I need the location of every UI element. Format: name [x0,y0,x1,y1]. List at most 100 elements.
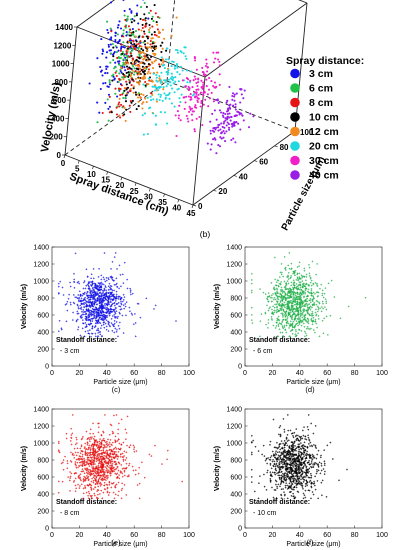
point-3d [148,46,151,49]
point-3d [202,103,205,106]
point-3d [150,92,153,95]
point-3d [159,81,162,84]
point-3d [242,97,245,100]
point-3d [242,119,245,122]
point-3d [118,57,121,60]
point-3d [128,104,131,107]
point-3d [148,28,151,31]
point-3d [212,51,215,54]
point-3d [116,26,119,29]
point-3d [233,124,236,127]
point-3d [125,88,128,91]
point-3d [178,73,181,76]
x-axis-label: Particle size (μm) [286,379,340,386]
point-3d [96,57,99,60]
point-3d [192,110,195,113]
point-3d [122,78,125,81]
point-3d [211,112,214,115]
legend-entry: 8 cm [309,97,333,109]
point-3d [110,111,113,114]
point-3d [149,106,152,109]
x-tick-label-3d: 5 [75,165,80,174]
point-3d [99,65,102,69]
point-3d [119,64,122,67]
z-tick-label-3d: 20 [218,187,227,196]
y-tick-label-3d: 0 [57,151,62,160]
cube-edge [204,2,308,78]
point-3d [132,62,135,65]
point-3d [129,52,132,55]
point-3d [187,120,190,123]
point-3d [149,95,152,98]
point-3d [176,51,179,54]
x-tick-label-3d: 30 [144,192,153,201]
point-3d [142,0,145,1]
point-3d [124,94,127,97]
point-3d [125,83,128,86]
point-3d [125,60,128,63]
y-tick-label: 1400 [33,245,49,252]
point-3d [218,64,221,67]
point-3d [126,55,129,58]
point-3d [114,71,117,74]
x-tick-label: 80 [158,532,166,539]
legend-entry: 20 cm [309,141,339,153]
point-3d [158,74,161,78]
y-tick-label: 800 [37,458,49,465]
point-3d [118,105,121,108]
point-3d [205,78,208,81]
point-3d [146,132,149,136]
point-3d [114,61,117,64]
point-3d [111,79,114,82]
x-tick-label-3d: 25 [130,187,139,196]
point-3d [153,31,156,34]
point-3d [131,27,134,31]
point-3d [88,82,91,85]
point-3d [218,60,221,63]
point-3d [120,103,123,106]
point-3d [163,63,166,67]
point-3d [170,65,173,68]
point-3d [240,93,243,96]
point-3d [106,65,109,68]
point-3d [213,130,216,133]
point-3d [137,28,140,31]
point-3d [226,112,229,116]
point-3d [151,62,154,65]
point-3d [215,118,218,121]
point-3d [174,48,178,51]
point-3d [128,47,132,50]
point-3d [177,114,181,117]
y-tick-label: 1000 [226,279,242,286]
point-3d [206,142,209,145]
point-3d [226,99,229,102]
point-3d [231,122,234,125]
point-3d [110,1,113,4]
point-3d [129,28,132,31]
z-tick-label-3d: 40 [239,172,248,181]
point-3d [215,98,218,102]
point-3d [234,114,237,117]
y-tick-label: 1400 [33,407,49,414]
point-3d [140,93,143,96]
point-3d [131,99,134,102]
point-3d [178,104,181,107]
cube-edge [294,2,308,132]
point-3d [108,83,111,86]
point-3d [223,126,226,129]
scatter-panel-e: 0 200 400 600 800 1000 1200 1400 0 20 40 60 80 100 Par… [21,407,195,549]
point-3d [123,14,126,17]
point-3d [122,45,125,49]
point-3d [134,48,137,51]
point-3d [184,85,187,88]
cube-edge [298,0,308,4]
point-3d [168,97,171,100]
point-3d [142,70,145,74]
point-3d [107,43,110,46]
point-3d [143,75,146,78]
point-3d [169,84,172,87]
point-3d [155,98,158,101]
point-3d [222,122,225,125]
point-3d [152,46,156,50]
point-3d [146,72,149,75]
